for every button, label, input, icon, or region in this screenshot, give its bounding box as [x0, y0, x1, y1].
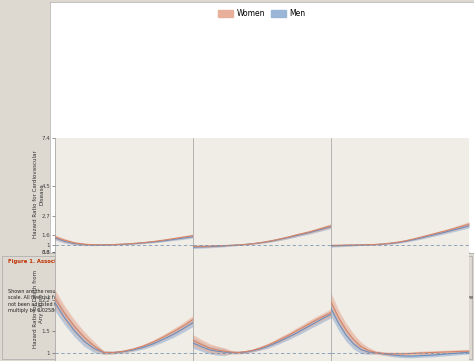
Legend: Women, Men: Women, Men	[215, 6, 309, 21]
Y-axis label: Hazard Ratio for Death from
Any Cause: Hazard Ratio for Death from Any Cause	[33, 270, 44, 348]
Text: Shown are the results of a global 1-year landmark analysis that allowed for nonl: Shown are the results of a global 1-year…	[8, 289, 473, 313]
Text: Figure 1. Associations of Continuous Risk Factors with Cardiovascular Disease an: Figure 1. Associations of Continuous Ris…	[8, 260, 325, 264]
Y-axis label: Hazard Ratio for Cardiovascular
Disease: Hazard Ratio for Cardiovascular Disease	[33, 151, 44, 239]
